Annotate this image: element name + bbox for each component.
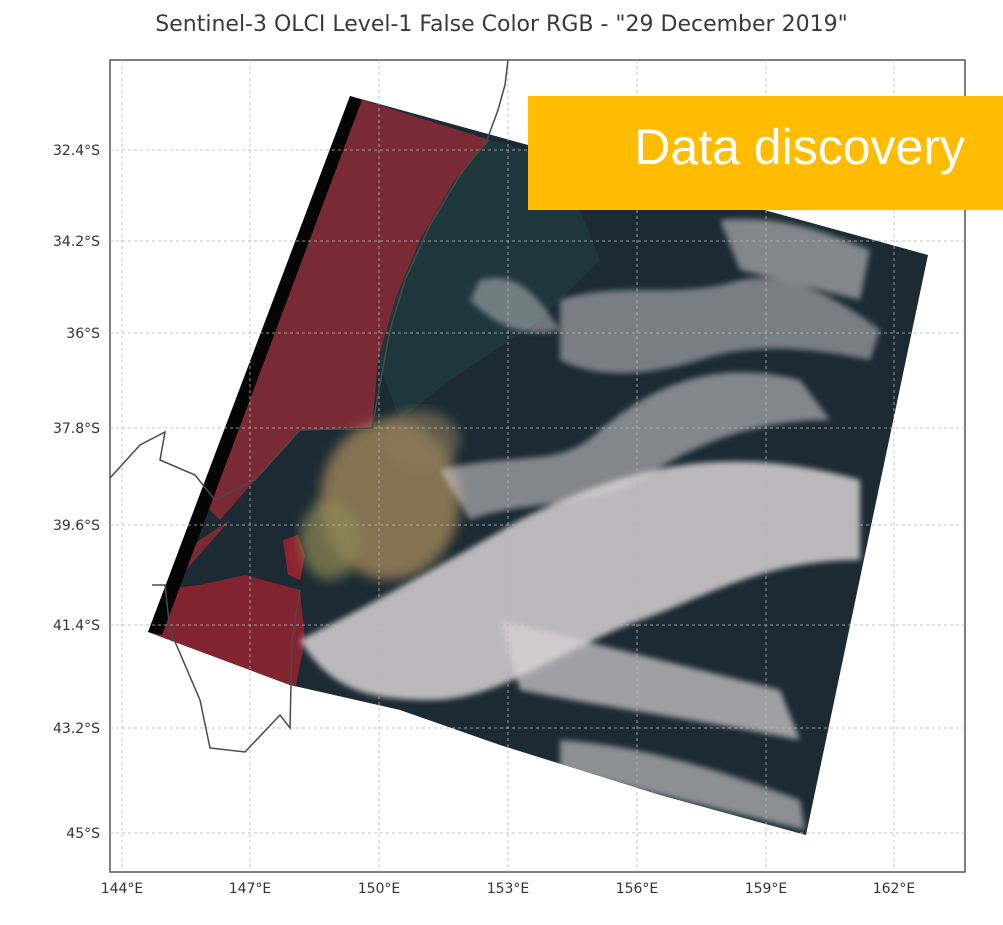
lon-tick-label: 153°E	[487, 881, 530, 897]
smoke-plume-3	[380, 410, 460, 470]
lon-tick-label: 156°E	[616, 881, 659, 897]
lon-tick-labels: 144°E 147°E 150°E 153°E 156°E 159°E 162°…	[101, 881, 916, 897]
map-title: Sentinel-3 OLCI Level-1 False Color RGB …	[155, 12, 848, 37]
cloud-field	[300, 219, 880, 830]
lat-tick-label: 36°S	[66, 326, 100, 342]
data-discovery-label: Data discovery	[634, 119, 965, 175]
lat-tick-label: 45°S	[66, 826, 100, 842]
swath-edge	[148, 96, 362, 635]
satellite-swath	[148, 96, 928, 835]
lon-tick-label: 159°E	[745, 881, 788, 897]
lon-tick-label: 147°E	[229, 881, 272, 897]
lat-tick-label: 34.2°S	[53, 234, 100, 250]
lon-tick-label: 162°E	[873, 881, 916, 897]
lat-tick-label: 41.4°S	[53, 618, 100, 634]
coastline	[110, 60, 509, 753]
lat-tick-label: 43.2°S	[53, 721, 100, 737]
lat-tick-label: 39.6°S	[53, 518, 100, 534]
lon-tick-label: 150°E	[358, 881, 401, 897]
lat-tick-label: 37.8°S	[53, 421, 100, 437]
lon-tick-label: 144°E	[101, 881, 144, 897]
land-mainland	[150, 96, 490, 632]
smoke-plume-2	[300, 500, 360, 580]
land-island	[283, 535, 305, 580]
lat-tick-labels: 32.4°S 34.2°S 36°S 37.8°S 39.6°S 41.4°S …	[53, 143, 100, 842]
lat-tick-label: 32.4°S	[53, 143, 100, 159]
land-tasmania	[150, 575, 305, 690]
data-discovery-badge: Data discovery	[528, 96, 1003, 210]
